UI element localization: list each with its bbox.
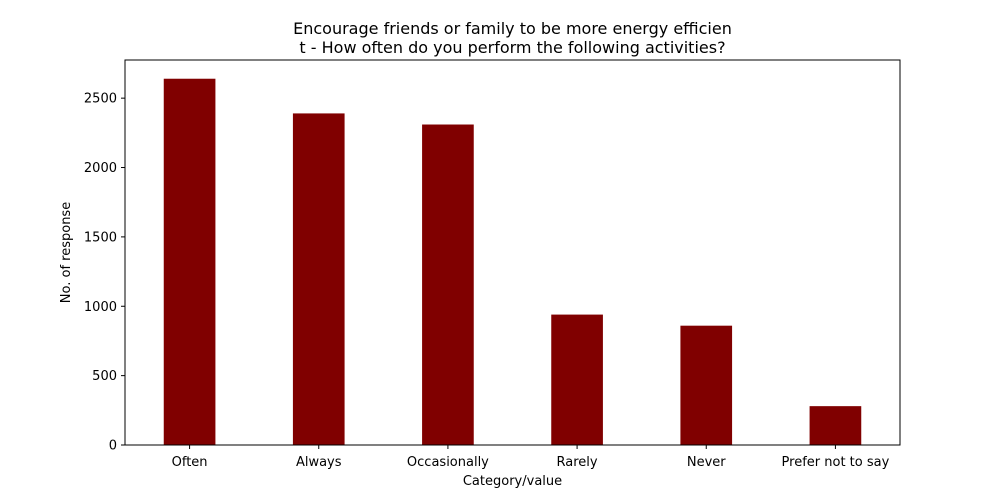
bar-occasionally xyxy=(422,124,474,445)
x-axis: Often Always Occasionally Rarely Never Prefer… xyxy=(172,445,890,470)
y-axis: 0 500 1000 1500 2000 2500 xyxy=(84,92,125,454)
bar-often xyxy=(163,78,216,445)
bars-group xyxy=(163,78,862,445)
y-tick-label: 2000 xyxy=(84,161,117,176)
bar-prefer-not-to-say xyxy=(809,406,862,445)
bar-never xyxy=(680,325,733,445)
y-tick-label: 0 xyxy=(109,439,117,454)
x-tick-label: Prefer not to say xyxy=(782,455,890,470)
x-tick-label: Always xyxy=(296,455,342,470)
chart-title-line-1: Encourage friends or family to be more e… xyxy=(293,19,732,38)
y-tick-label: 1500 xyxy=(84,230,117,245)
x-tick-label: Occasionally xyxy=(407,455,489,470)
x-tick-label: Rarely xyxy=(557,455,598,470)
x-axis-label: Category/value xyxy=(463,474,562,489)
plot-frame xyxy=(124,59,901,446)
y-tick-label: 2500 xyxy=(84,92,117,107)
y-tick-label: 1000 xyxy=(84,300,117,315)
x-tick-label: Often xyxy=(172,455,208,470)
y-tick-label: 500 xyxy=(92,369,117,384)
bar-always xyxy=(292,113,345,445)
y-axis-label: No. of response xyxy=(59,202,74,303)
bar-rarely xyxy=(551,314,603,445)
chart-title-line-2: t - How often do you perform the followi… xyxy=(299,38,725,57)
x-tick-label: Never xyxy=(687,455,726,470)
